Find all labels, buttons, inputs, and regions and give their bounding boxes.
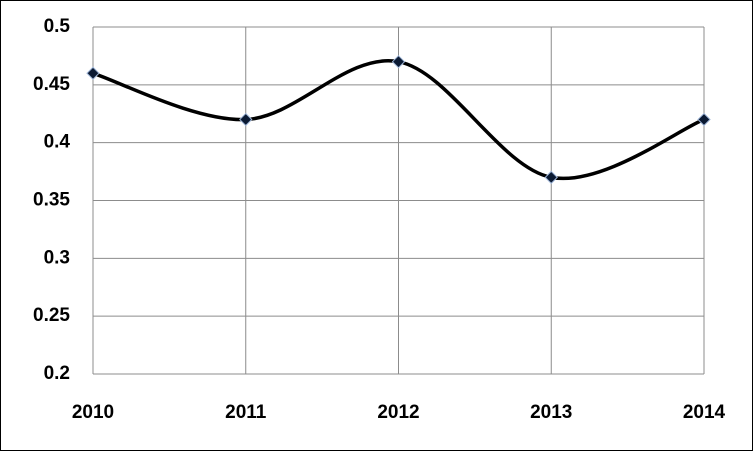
marker (697, 112, 711, 127)
y-tick-label: 0.2 (44, 363, 70, 384)
x-tick-label: 2010 (72, 402, 114, 423)
y-tick-label: 0.3 (44, 247, 70, 268)
y-tick-label: 0.4 (44, 132, 71, 153)
marker (391, 54, 406, 69)
x-tick-label: 2013 (530, 402, 572, 423)
marker (544, 170, 558, 185)
y-tick-label: 0.25 (33, 305, 70, 326)
x-tick-label: 2014 (683, 402, 726, 423)
x-tick-label: 2012 (377, 402, 419, 423)
y-tick-label: 0.45 (33, 74, 70, 95)
marker (86, 66, 100, 80)
x-tick-label: 2011 (225, 402, 267, 423)
y-tick-label: 0.35 (33, 190, 70, 211)
y-tick-label: 0.5 (44, 16, 71, 37)
marker (239, 112, 253, 127)
